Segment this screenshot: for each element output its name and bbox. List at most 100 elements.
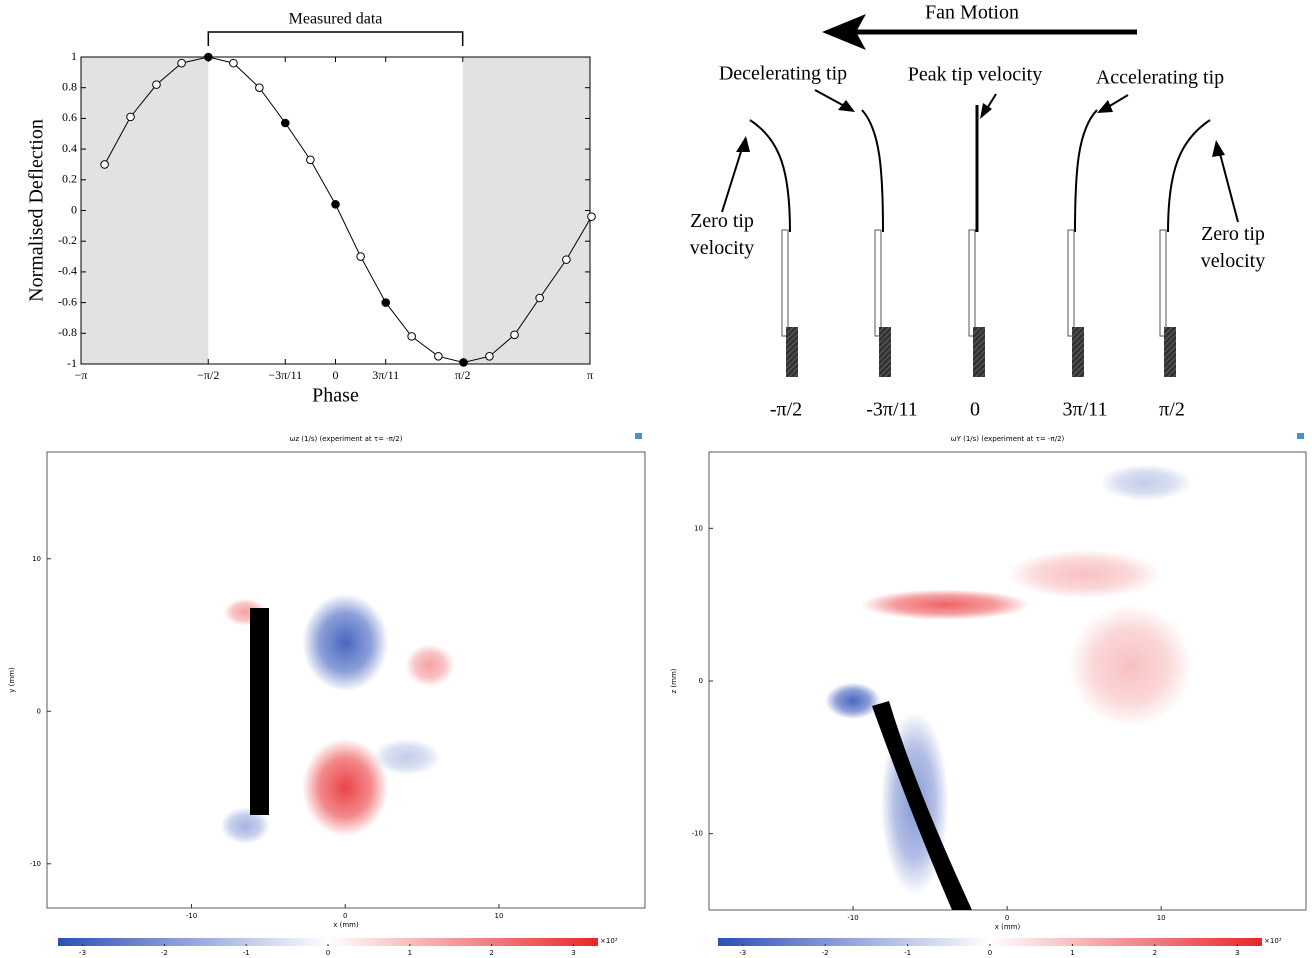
colorbar-tick-label: 2 <box>1153 949 1157 957</box>
vorticity-region <box>302 738 389 837</box>
y-axis-label: z (mm) <box>670 668 678 693</box>
data-point <box>562 255 571 264</box>
x-tick-label: 0 <box>343 912 347 920</box>
x-tick-label: 0 <box>1005 914 1009 922</box>
data-point <box>459 358 468 367</box>
x-axis-label: Phase <box>312 385 359 407</box>
y-tick-label: -1 <box>67 356 77 370</box>
plot-frame <box>46 451 646 909</box>
vorticity-region <box>220 807 270 844</box>
colorbar-unit: ×10³ <box>1264 937 1282 945</box>
arrow-head <box>980 103 992 119</box>
vorticity-region <box>1007 549 1162 599</box>
blades <box>749 105 1211 233</box>
blade <box>749 119 791 233</box>
data-point <box>407 332 416 341</box>
data-point <box>331 200 340 209</box>
shaded-region <box>81 57 209 364</box>
vorticity-region <box>372 738 441 776</box>
x-tick-label: −π/2 <box>197 368 219 382</box>
fan-blade <box>872 701 972 910</box>
y-tick-label: 0 <box>71 202 77 216</box>
holder <box>1067 229 1075 337</box>
data-point <box>434 352 443 361</box>
x-axis-label: x (mm) <box>333 921 359 929</box>
chart-title: ωY (1/s) (experiment at τ= -π/2) <box>951 435 1065 443</box>
data-point <box>306 155 315 165</box>
y-tick-label: -0.6 <box>58 294 77 308</box>
y-tick-label: 0.2 <box>62 172 77 186</box>
pointer-heads <box>736 100 1225 157</box>
data-point <box>510 330 519 340</box>
shaded-region <box>462 57 590 364</box>
y-tick-label: 0 <box>699 677 703 685</box>
x-tick-label: 10 <box>1157 914 1166 922</box>
data-point <box>535 293 544 303</box>
x-tick-label: -10 <box>847 914 858 922</box>
vorticity-region <box>302 593 389 692</box>
base <box>786 327 798 377</box>
y-axis-label: Normalised Deflection <box>26 119 48 302</box>
blade <box>861 109 884 233</box>
data-point <box>177 58 186 68</box>
vorticity-region <box>1099 464 1192 501</box>
colorbar-tick-label: -2 <box>161 949 168 957</box>
zero-left-label: Zero tip velocity <box>689 210 755 259</box>
y-tick-label: -10 <box>30 860 41 868</box>
arrow-head <box>1097 100 1113 113</box>
colorbar-tick-label: -1 <box>243 949 250 957</box>
y-tick-label: -0.4 <box>58 264 77 278</box>
data-point <box>229 58 238 68</box>
phase-label: π/2 <box>1159 399 1185 421</box>
icon <box>1297 433 1304 439</box>
data-point <box>100 160 109 169</box>
charts: 10.80.60.40.20-0.2-0.4-0.6-0.8-1−π −π/2 −3… <box>8 11 1307 957</box>
blade <box>1167 119 1211 233</box>
colorbar-tick-label: -1 <box>904 949 911 957</box>
arrow-head <box>1212 140 1225 157</box>
fan-blade <box>250 608 269 815</box>
x-axis-label: x (mm) <box>995 923 1021 931</box>
colorbar-tick-label: 0 <box>326 949 330 957</box>
chart-title: ωz (1/s) (experiment at τ= -π/2) <box>290 435 403 443</box>
base <box>973 327 985 377</box>
colorbar-tick-label: 1 <box>1070 949 1074 957</box>
decelerating-label: Decelerating tip <box>719 63 847 85</box>
data-point <box>280 118 290 128</box>
y-tick-label: 0.6 <box>62 110 77 124</box>
colorbar-tick-label: -3 <box>739 949 746 957</box>
zero-left-box: Zero tip velocity <box>689 210 755 259</box>
data-point <box>381 298 391 307</box>
data-point <box>126 112 135 122</box>
holder <box>874 229 882 337</box>
phase-label: 0 <box>970 399 980 421</box>
phase-label: -π/2 <box>770 399 802 421</box>
x-tick-label: π/2 <box>455 368 470 382</box>
data-point <box>152 80 161 89</box>
vorticity-region <box>1068 604 1192 727</box>
colorbar <box>58 938 598 946</box>
data-point <box>204 52 213 62</box>
y-tick-label: 10 <box>694 524 703 532</box>
field <box>220 593 455 844</box>
peak-label: Peak tip velocity <box>908 64 1042 86</box>
colorbar <box>718 938 1262 946</box>
x-tick-label: 0 <box>333 368 339 382</box>
phase-label: 3π/11 <box>1063 399 1108 421</box>
colorbar-tick-label: 3 <box>1235 949 1239 957</box>
colorbar-tick-label: 0 <box>988 949 992 957</box>
icon <box>635 433 642 439</box>
pointer <box>1217 145 1239 223</box>
x-tick-label: −π <box>75 368 88 382</box>
data-point <box>356 252 365 261</box>
colorbar-tick-label: 2 <box>489 949 493 957</box>
y-axis-label: y (mm) <box>8 667 16 693</box>
vorticity-region <box>405 644 455 687</box>
x-tick-label: 10 <box>494 912 503 920</box>
fan-motion-label: Fan Motion <box>925 2 1019 24</box>
x-tick-label: −3π/11 <box>268 368 302 382</box>
data-point <box>485 352 494 361</box>
holder <box>781 229 789 337</box>
